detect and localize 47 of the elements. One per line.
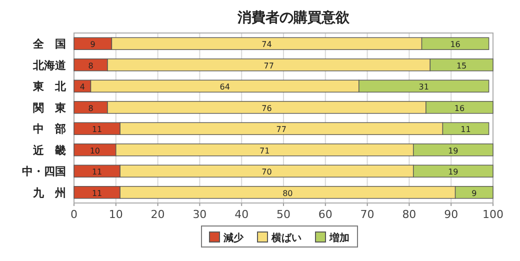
y-tick-label: 東 北 <box>32 80 67 94</box>
data-label: 11 <box>92 168 102 177</box>
y-tick-label: 北海道 <box>32 58 67 72</box>
x-tick-label: 30 <box>192 208 207 221</box>
data-label: 71 <box>260 146 270 156</box>
data-label: 77 <box>264 61 274 70</box>
y-tick-label: 近 畿 <box>32 144 66 157</box>
y-tick-label: 九 州 <box>32 186 66 200</box>
data-label: 77 <box>276 125 286 134</box>
data-label: 8 <box>88 61 94 70</box>
x-tick-label: 90 <box>444 208 458 221</box>
legend-label: 減少 <box>222 232 244 244</box>
x-tick-label: 40 <box>234 208 249 221</box>
data-label: 15 <box>456 61 467 70</box>
x-tick-label: 70 <box>360 208 374 221</box>
x-tick-label: 10 <box>108 208 123 221</box>
data-label: 9 <box>472 188 477 198</box>
data-label: 9 <box>90 40 96 50</box>
data-label: 10 <box>90 146 100 156</box>
y-tick-label: 全 国 <box>32 38 66 51</box>
data-label: 19 <box>448 146 458 156</box>
x-tick-label: 50 <box>276 208 290 221</box>
data-label: 70 <box>262 168 272 177</box>
data-label: 76 <box>262 104 272 113</box>
legend-label: 横ばい <box>270 232 302 244</box>
data-label: 16 <box>450 40 460 50</box>
data-label: 11 <box>92 125 102 134</box>
y-tick-label: 関 東 <box>33 101 67 114</box>
y-tick-label: 中・四国 <box>22 165 66 178</box>
x-tick-label: 80 <box>402 208 416 221</box>
data-label: 4 <box>80 82 85 92</box>
x-tick-label: 100 <box>482 208 504 221</box>
legend-label: 増加 <box>328 232 350 244</box>
x-tick-label: 0 <box>70 208 78 221</box>
data-label: 16 <box>454 104 465 113</box>
data-label: 11 <box>92 188 102 198</box>
data-label: 31 <box>418 82 429 92</box>
x-tick-label: 20 <box>150 208 165 221</box>
data-label: 64 <box>220 82 230 92</box>
data-label: 11 <box>460 125 471 134</box>
y-tick-label: 中 部 <box>33 122 66 136</box>
data-label: 74 <box>262 40 272 50</box>
data-label: 80 <box>282 188 293 198</box>
x-tick-label: 60 <box>318 208 332 221</box>
data-label: 19 <box>448 168 458 177</box>
data-label: 8 <box>88 104 94 113</box>
chart-title: 消費者の購買意欲 <box>236 9 350 26</box>
